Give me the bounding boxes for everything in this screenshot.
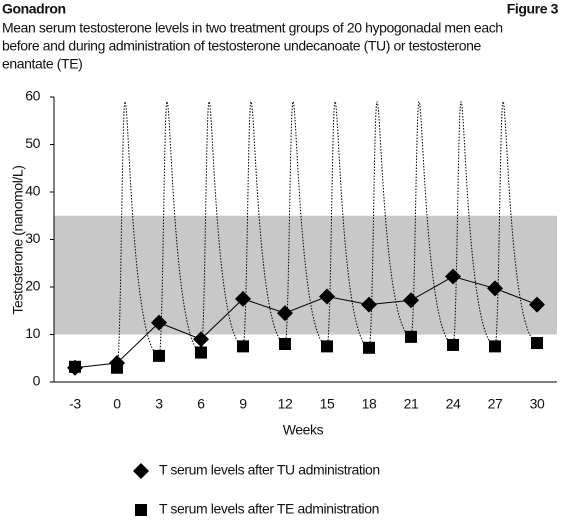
injection-curve [242, 101, 286, 347]
subtitle: Mean serum testosterone levels in two tr… [2, 20, 503, 36]
subtitle: enantate (TE) [2, 56, 82, 72]
square-marker [489, 340, 501, 353]
legend-marker [133, 463, 149, 479]
y-tick-label: 60 [25, 88, 40, 104]
x-tick-label: 6 [197, 396, 205, 412]
y-tick-label: 0 [33, 373, 41, 389]
square-marker [531, 337, 543, 350]
y-tick-label: 30 [25, 230, 40, 246]
diamond-marker [151, 314, 167, 331]
diamond-marker [445, 268, 461, 285]
square-marker [153, 349, 165, 362]
y-axis-title: Testosterone (nanomol/L) [10, 165, 26, 314]
diamond-marker [403, 292, 419, 309]
x-axis-title: Weeks [283, 422, 324, 438]
square-marker [363, 341, 375, 354]
injection-curve [368, 101, 412, 349]
x-tick-label: 24 [446, 396, 461, 412]
x-tick-label: -3 [69, 396, 81, 412]
legend-marker [135, 504, 147, 516]
diamond-marker [277, 305, 293, 322]
series-line [74, 276, 538, 369]
legend-label: T serum levels after TE administration [159, 501, 379, 517]
square-marker [69, 360, 81, 373]
x-tick-label: 3 [155, 396, 163, 412]
diamond-marker [193, 331, 209, 348]
y-tick-label: 10 [25, 325, 40, 341]
subtitle: before and during administration of test… [2, 38, 482, 54]
x-tick-label: 18 [362, 396, 377, 412]
square-marker [237, 340, 249, 353]
diamond-marker [235, 290, 251, 307]
x-tick-label: 15 [320, 396, 335, 412]
x-tick-label: 9 [239, 396, 247, 412]
square-marker [279, 338, 291, 350]
brand: Gonadron [2, 1, 66, 17]
square-marker [195, 346, 207, 359]
injection-curve [452, 101, 496, 347]
injection-curve [410, 101, 454, 346]
x-tick-label: 12 [278, 396, 293, 412]
figure-number: Figure 3 [507, 1, 559, 17]
diamond-marker [361, 296, 377, 313]
y-tick-label: 50 [25, 135, 40, 151]
legend-label: T serum levels after TU administration [159, 462, 380, 478]
injection-curve [326, 101, 370, 349]
reference-band [54, 215, 557, 335]
y-tick-label: 40 [25, 183, 40, 199]
square-marker [447, 338, 459, 351]
x-tick-label: 0 [113, 396, 121, 412]
y-tick-label: 20 [25, 278, 40, 294]
injection-curve [200, 101, 244, 354]
square-marker [321, 340, 333, 353]
diamond-marker [487, 280, 503, 297]
diamond-marker [319, 288, 335, 305]
x-tick-label: 27 [488, 396, 503, 412]
square-marker [111, 361, 123, 374]
diamond-marker [529, 296, 545, 313]
square-marker [405, 330, 417, 343]
injection-curve [284, 101, 328, 347]
x-tick-label: 21 [404, 396, 419, 412]
x-tick-label: 30 [530, 396, 545, 412]
